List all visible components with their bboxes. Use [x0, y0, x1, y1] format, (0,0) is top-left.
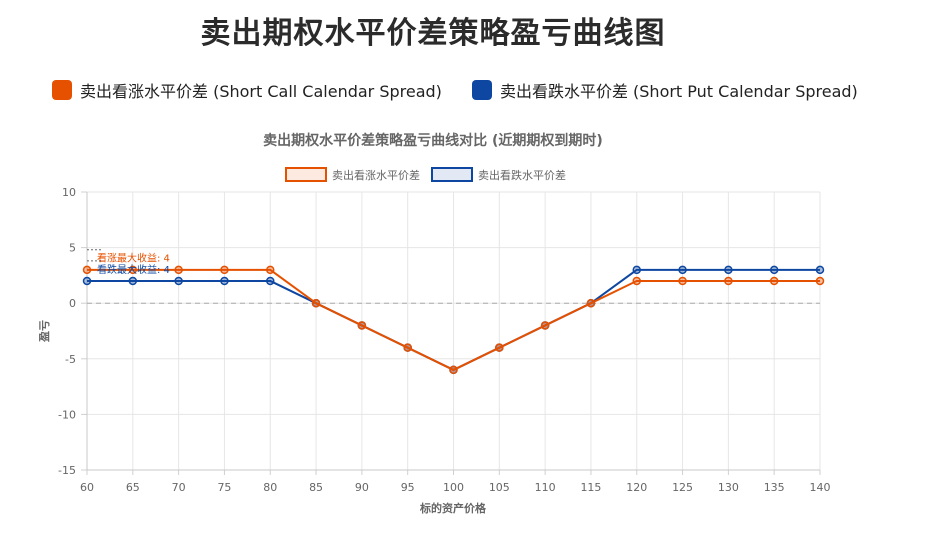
x-tick-label: 105: [489, 481, 510, 494]
data-point-0: [449, 365, 458, 375]
data-point-1: [220, 276, 229, 286]
x-tick-label: 125: [672, 481, 693, 494]
data-point-0: [266, 265, 275, 275]
y-tick-label: 0: [69, 297, 76, 310]
data-point-1: [769, 265, 779, 275]
data-point-0: [632, 276, 641, 286]
top-legend: 卖出看涨水平价差 (Short Call Calendar Spread) 卖出…: [52, 78, 888, 102]
x-tick-label: 120: [626, 481, 647, 494]
y-tick-label: -5: [65, 353, 76, 366]
data-point-0: [403, 343, 412, 352]
chart-title: 卖出期权水平价差策略盈亏曲线对比 (近期期权到期时): [263, 132, 603, 149]
data-point-0: [82, 265, 92, 275]
x-tick-label: 65: [126, 481, 140, 494]
x-tick-label: 95: [401, 481, 415, 494]
y-tick-label: -10: [58, 408, 76, 421]
data-point-1: [266, 276, 275, 286]
legend-label-short-call: 卖出看涨水平价差 (Short Call Calendar Spread): [80, 82, 442, 101]
data-point-0: [357, 321, 367, 330]
page-title: 卖出期权水平价差策略盈亏曲线图: [200, 16, 666, 51]
x-tick-label: 60: [80, 481, 94, 494]
series-line-0: [87, 268, 820, 371]
blue-square-icon: [471, 80, 492, 100]
legend-item-short-put[interactable]: 卖出看跌水平价差 (Short Put Calendar Spread): [471, 78, 858, 102]
x-tick-label: 140: [810, 481, 831, 494]
x-tick-label: 115: [580, 481, 601, 494]
data-point-0: [174, 265, 183, 275]
legend-label-short-put: 卖出看跌水平价差 (Short Put Calendar Spread): [499, 82, 858, 101]
orange-square-icon: [52, 80, 72, 100]
data-point-1: [632, 265, 641, 275]
x-tick-label: 110: [535, 481, 556, 494]
x-tick-label: 90: [355, 481, 369, 494]
data-point-1: [128, 276, 138, 286]
data-point-1: [678, 265, 687, 275]
data-point-0: [678, 276, 687, 286]
x-tick-label: 70: [172, 481, 186, 494]
x-axis-label: 标的资产价格: [419, 501, 487, 515]
data-point-1: [724, 265, 733, 275]
annotation-label-0: 看涨最大收益: 4: [97, 252, 170, 265]
data-point-0: [128, 265, 138, 275]
x-tick-label: 85: [309, 481, 323, 494]
data-point-1: [82, 276, 92, 286]
annotation-label-1: 看跌最大收益: 4: [97, 263, 170, 276]
data-point-0: [769, 276, 779, 286]
x-tick-label: 80: [263, 481, 277, 494]
x-tick-label: 135: [764, 481, 785, 494]
y-tick-label: -15: [58, 464, 76, 477]
data-point-0: [586, 298, 596, 308]
data-point-0: [540, 321, 550, 330]
legend-label-1: 卖出看跌水平价差: [478, 168, 566, 182]
legend-swatch-1: [431, 167, 473, 182]
legend-label-0: 卖出看涨水平价差: [332, 168, 420, 182]
y-axis-label: 盈亏: [38, 320, 51, 343]
data-point-0: [724, 276, 733, 286]
x-tick-label: 75: [217, 481, 231, 494]
data-point-0: [220, 265, 229, 275]
legend-item-short-call[interactable]: 卖出看涨水平价差 (Short Call Calendar Spread): [52, 78, 442, 102]
data-point-0: [311, 298, 321, 308]
y-tick-label: 5: [69, 242, 76, 255]
data-point-0: [815, 276, 825, 286]
data-point-0: [495, 343, 504, 352]
data-point-1: [815, 265, 825, 275]
y-tick-label: 10: [62, 186, 76, 199]
data-point-1: [174, 276, 183, 286]
x-tick-label: 130: [718, 481, 739, 494]
legend-swatch-0: [285, 167, 327, 182]
x-tick-label: 100: [443, 481, 464, 494]
